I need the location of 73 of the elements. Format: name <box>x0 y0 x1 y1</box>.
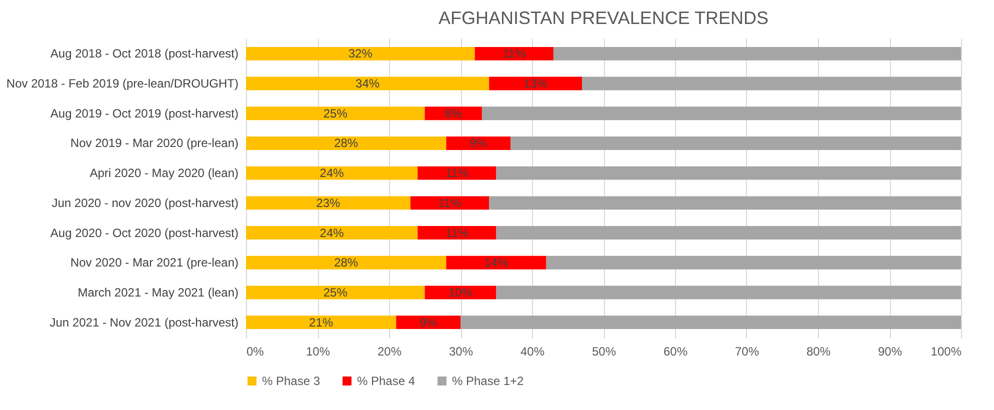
bar <box>474 46 554 60</box>
bar <box>482 106 961 120</box>
data-label: 11% <box>438 196 462 210</box>
chart-title: AFGHANISTAN PREVALENCE TRENDS <box>438 8 769 28</box>
data-label: 23% <box>316 196 341 210</box>
bar <box>553 46 961 60</box>
y-tick-label: Aug 2020 - Oct 2020 (post-harvest) <box>50 226 238 240</box>
legend-label: % Phase 4 <box>357 374 416 388</box>
bar <box>396 316 460 330</box>
y-tick-label: Aug 2019 - Oct 2019 (post-harvest) <box>50 106 238 120</box>
data-label: 13% <box>524 76 548 91</box>
data-label: 10% <box>448 285 473 300</box>
bar <box>246 226 418 240</box>
bar <box>496 226 961 240</box>
x-tick-label: 100% <box>930 344 962 358</box>
data-label: 14% <box>484 256 509 270</box>
bar <box>510 136 961 150</box>
bar <box>418 226 496 240</box>
y-tick-label: Nov 2018 - Feb 2019 (pre-lean/DROUGHT) <box>6 76 238 91</box>
bar <box>582 76 961 90</box>
data-label: 28% <box>334 256 358 270</box>
y-tick-label: Jun 2020 - nov 2020 (post-harvest) <box>52 196 238 210</box>
bar <box>424 106 482 120</box>
data-label: 28% <box>334 136 358 150</box>
y-tick-label: Nov 2020 - Mar 2021 (pre-lean) <box>70 256 238 270</box>
bar <box>446 256 546 270</box>
x-tick-label: 60% <box>663 344 688 358</box>
data-label: 34% <box>356 76 380 91</box>
x-tick-label: 90% <box>878 344 902 358</box>
y-tick-label: March 2021 - May 2021 (lean) <box>78 285 238 300</box>
bar <box>246 256 446 270</box>
x-tick-label: 0% <box>246 344 264 358</box>
x-tick-label: 50% <box>592 344 616 358</box>
bar <box>246 196 410 210</box>
bar <box>246 166 418 180</box>
bar <box>446 136 511 150</box>
x-tick-label: 10% <box>306 344 330 358</box>
data-label: 11% <box>445 166 469 180</box>
bar <box>246 136 446 150</box>
data-label: 11% <box>502 46 526 61</box>
data-label: 24% <box>320 166 344 180</box>
x-tick-label: 40% <box>520 344 545 358</box>
bar <box>418 166 496 180</box>
y-tick-label: Apri 2020 - May 2020 (lean) <box>90 166 238 180</box>
y-tick-label: Jun 2021 - Nov 2021 (post-harvest) <box>50 315 239 330</box>
data-label: 25% <box>323 106 348 120</box>
bar <box>489 196 961 210</box>
data-label: 24% <box>320 226 344 240</box>
bar <box>496 166 961 180</box>
bar <box>410 196 490 210</box>
data-label: 8% <box>444 106 462 120</box>
bar <box>460 316 961 330</box>
x-tick-label: 70% <box>734 344 760 358</box>
legend-label: % Phase 3 <box>262 374 320 388</box>
y-tick-label: Nov 2019 - Mar 2020 (pre-lean) <box>70 136 238 150</box>
data-label: 25% <box>323 285 348 300</box>
bar <box>546 256 961 270</box>
data-label: 9% <box>470 136 488 150</box>
bar <box>246 46 475 60</box>
data-label: 11% <box>445 226 469 240</box>
bar <box>246 76 490 90</box>
legend-label: % Phase 1+2 <box>452 374 524 388</box>
data-label: 9% <box>420 315 438 330</box>
x-tick-label: 20% <box>377 344 402 358</box>
data-label: 21% <box>309 315 334 330</box>
x-tick-label: 80% <box>806 344 831 358</box>
bar <box>496 286 961 300</box>
bar <box>246 106 425 120</box>
y-tick-label: Aug 2018 - Oct 2018 (post-harvest) <box>50 46 238 61</box>
bar <box>246 316 396 330</box>
data-label: 32% <box>348 46 373 61</box>
bar <box>246 286 425 300</box>
x-tick-label: 30% <box>448 344 474 358</box>
